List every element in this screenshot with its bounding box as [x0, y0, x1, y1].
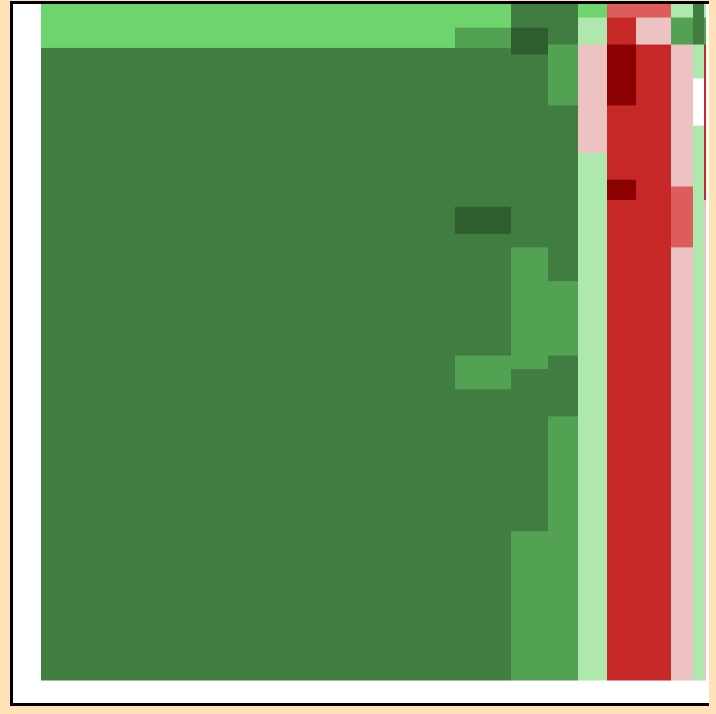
heatmap-cell-col_9-1: [693, 17, 704, 46]
heatmap-cell-col_7-2: [636, 44, 671, 106]
heatmap-cell-col_10-3: [704, 200, 706, 681]
heatmap-cell-col_7-0: [636, 4, 671, 19]
heatmap-cell-col_7-4: [636, 179, 671, 370]
heatmap-cell-col_4-3: [548, 105, 578, 282]
heatmap-cell-col_6-7: [607, 538, 636, 681]
heatmap-cell-col_6-2: [607, 44, 636, 106]
heatmap-cell-col_4-4: [548, 281, 578, 357]
heatmap-cell-col_9-2: [693, 44, 704, 79]
heatmap-cell-col_8-1: [671, 17, 693, 46]
heatmap-cell-col_4-2: [548, 44, 578, 106]
heatmap-cell-col_1-2: [41, 47, 455, 681]
heatmap-cell-col_5-2: [578, 44, 607, 154]
heatmap-cell-col_7-3: [636, 105, 671, 181]
heatmap-cell-col_10-1: [704, 17, 706, 46]
heatmap-cell-col_2-3: [455, 206, 511, 235]
heatmap-cell-col_6-5: [607, 200, 636, 370]
heatmap-cell-col_3-1: [511, 27, 548, 56]
heatmap-cell-col_9-0: [693, 4, 704, 19]
heatmap-cell-col_6-1: [607, 17, 636, 46]
heatmap-cell-col_7-6: [636, 538, 671, 681]
heatmap-cell-col_6-4: [607, 179, 636, 201]
heatmap-cell-col_2-0: [455, 4, 511, 29]
heatmap-cell-col_4-7: [548, 477, 578, 681]
heatmap-cell-col_2-5: [455, 355, 511, 390]
heatmap-cell-col_5-1: [578, 17, 607, 46]
heatmap-cell-col_3-0: [511, 4, 548, 29]
heatmap-cell-col_3-6: [511, 531, 548, 681]
heatmap-cell-col_2-4: [455, 233, 511, 357]
heatmap-cell-col_9-3: [693, 78, 704, 127]
heatmap-cell-col_4-5: [548, 355, 578, 417]
heatmap-cell-col_6-0: [607, 4, 636, 19]
heatmap-cell-col_8-0: [671, 4, 693, 19]
heatmap-cell-col_4-6: [548, 416, 578, 478]
heatmap-cell-col_2-6: [455, 389, 511, 681]
heatmap-frame: [10, 1, 709, 706]
heatmap-cell-col_9-4: [693, 125, 704, 188]
heatmap-cell-col_9-5: [693, 186, 704, 681]
heatmap-cell-col_10-0: [704, 4, 706, 19]
heatmap-cell-col_8-3: [671, 91, 693, 188]
heatmap-cell-col_8-2: [671, 44, 693, 93]
heatmap-cell-col_2-1: [455, 27, 511, 49]
heatmap-cell-col_4-0: [548, 4, 578, 19]
heatmap-cell-col_5-3: [578, 152, 607, 194]
heatmap-cell-col_5-0: [578, 4, 607, 19]
heatmap-cell-col_3-5: [511, 450, 548, 532]
heatmap-cell-col_6-6: [607, 369, 636, 539]
heatmap-cell-col_7-5: [636, 369, 671, 539]
heatmap-cell-col_8-5: [671, 247, 693, 681]
heatmap-cell-col_8-4: [671, 186, 693, 248]
heatmap-cell-col_7-1: [636, 17, 671, 46]
heatmap-cell-col_3-3: [511, 247, 548, 370]
heatmap-cell-col_2-2: [455, 47, 511, 208]
heatmap-cell-col_3-2: [511, 54, 548, 248]
heatmap-cell-col_5-4: [578, 193, 607, 681]
heatmap-cell-col_6-3: [607, 105, 636, 181]
heatmap-cell-col_3-4: [511, 369, 548, 451]
heatmap-cell-col_10-2: [704, 44, 706, 201]
heatmap-cell-col_4-1: [548, 17, 578, 46]
heatmap-cell-col_1-1: [41, 27, 455, 49]
heatmap-cell-col_1-0: [41, 4, 455, 29]
heatmap-plot-area: [41, 4, 706, 681]
heatmap-chart: [41, 4, 706, 681]
